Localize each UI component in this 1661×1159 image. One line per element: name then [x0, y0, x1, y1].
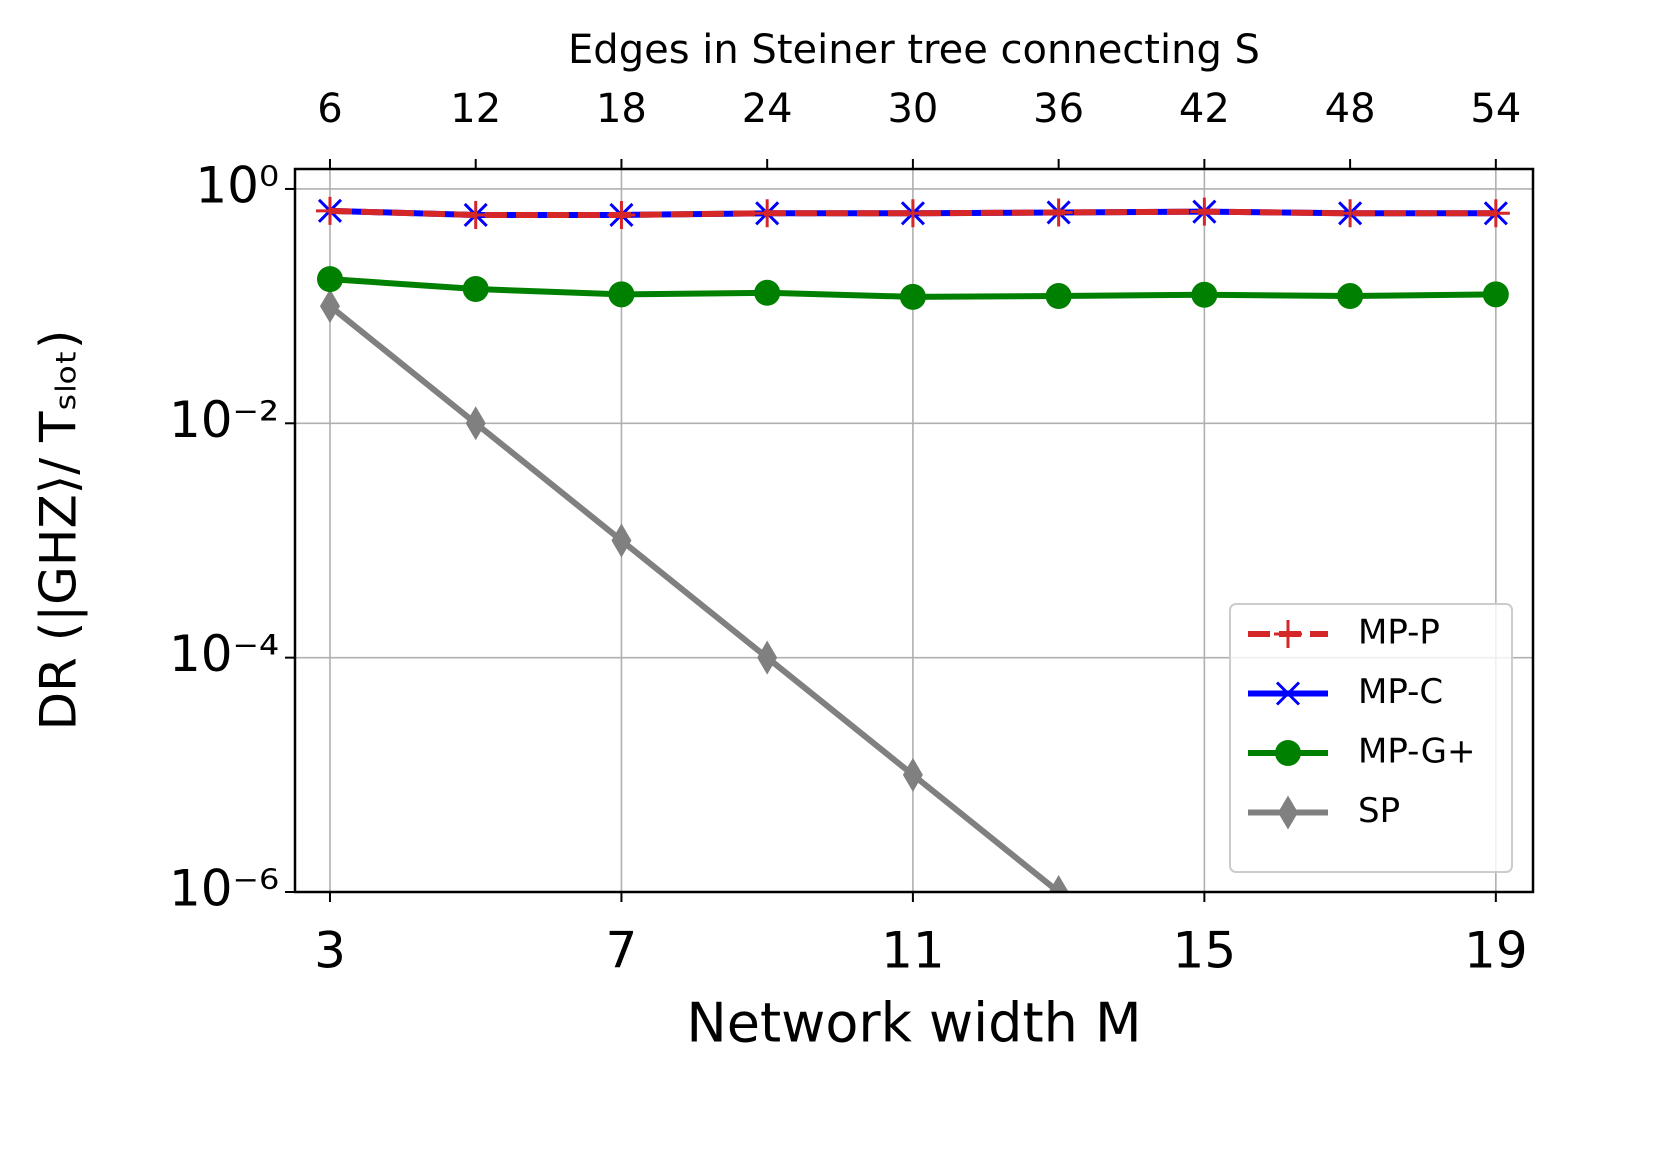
- x-axis-label: Network width M: [686, 992, 1141, 1055]
- x-tick-label: 3: [314, 922, 346, 980]
- top-tick-label: 24: [742, 86, 793, 132]
- marker: [319, 289, 340, 324]
- legend-label: SP: [1358, 791, 1400, 831]
- y-tick-label: 10⁻⁶: [169, 860, 279, 918]
- marker: [608, 281, 635, 308]
- top-tick-label: 42: [1179, 86, 1230, 132]
- y-tick-label: 10⁻⁴: [169, 625, 279, 683]
- marker: [462, 276, 489, 303]
- legend-marker: [1274, 620, 1302, 648]
- marker: [1481, 199, 1510, 228]
- marker: [757, 640, 778, 675]
- marker: [465, 406, 486, 441]
- series-line: [329, 207, 1496, 218]
- marker: [753, 199, 782, 228]
- marker: [898, 199, 927, 228]
- top-tick-label: 6: [317, 86, 342, 132]
- marker: [899, 283, 926, 310]
- marker: [611, 523, 632, 558]
- legend-marker: [1275, 740, 1301, 766]
- top-tick-label: 48: [1325, 86, 1376, 132]
- series-line: [328, 303, 1061, 892]
- x-tick-label: 7: [606, 922, 638, 980]
- marker: [1336, 199, 1365, 228]
- marker: [1190, 197, 1219, 226]
- legend-marker: [1278, 795, 1298, 830]
- marker: [316, 266, 343, 293]
- x-tick-label: 15: [1173, 922, 1237, 980]
- legend-marker: [1275, 681, 1301, 706]
- x-tick-label: 11: [881, 922, 945, 980]
- plot-frame: [293, 167, 1535, 894]
- y-tick-label: 10⁻²: [169, 391, 279, 449]
- top-tick-label: 12: [450, 86, 501, 132]
- marker: [754, 279, 781, 306]
- plot-area: [315, 196, 1510, 892]
- marker: [461, 200, 490, 229]
- top-tick-label: 30: [887, 86, 938, 132]
- top-tick-label: 36: [1033, 86, 1084, 132]
- top-tick-label: 54: [1470, 86, 1521, 132]
- marker: [315, 196, 344, 225]
- top-tick-label: 18: [596, 86, 647, 132]
- y-axis-label: DR (|GHZ⟩/ Tₛₗₒₜ): [30, 330, 88, 731]
- marker: [902, 757, 923, 792]
- marker: [1044, 198, 1073, 227]
- x-tick-label: 19: [1464, 922, 1528, 980]
- legend-label: MP-P: [1358, 613, 1440, 653]
- marker: [607, 200, 636, 229]
- legend-label: MP-C: [1358, 672, 1443, 712]
- marker: [1337, 283, 1364, 310]
- legend-label: MP-G+: [1358, 732, 1475, 772]
- marker: [1048, 875, 1069, 892]
- marker: [1045, 283, 1072, 310]
- legend-box: [1229, 603, 1513, 873]
- marker: [1482, 281, 1509, 308]
- marker: [1191, 281, 1218, 308]
- top-axis-label: Edges in Steiner tree connecting S: [568, 27, 1260, 73]
- y-tick-label: 10⁰: [195, 156, 279, 214]
